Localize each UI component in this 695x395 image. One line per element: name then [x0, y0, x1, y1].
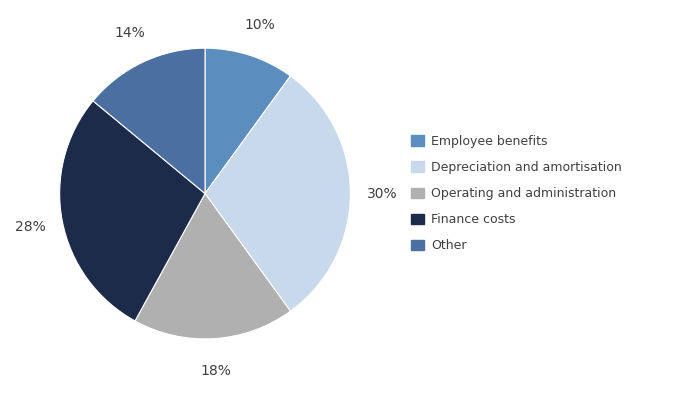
Wedge shape — [135, 194, 291, 339]
Wedge shape — [60, 101, 205, 321]
Text: 10%: 10% — [245, 18, 275, 32]
Text: 14%: 14% — [114, 26, 145, 40]
Text: 28%: 28% — [15, 220, 46, 234]
Text: 18%: 18% — [201, 363, 231, 378]
Text: 30%: 30% — [367, 186, 398, 201]
Wedge shape — [205, 48, 291, 194]
Wedge shape — [93, 48, 205, 194]
Legend: Employee benefits, Depreciation and amortisation, Operating and administration, : Employee benefits, Depreciation and amor… — [411, 135, 622, 252]
Wedge shape — [205, 76, 350, 311]
